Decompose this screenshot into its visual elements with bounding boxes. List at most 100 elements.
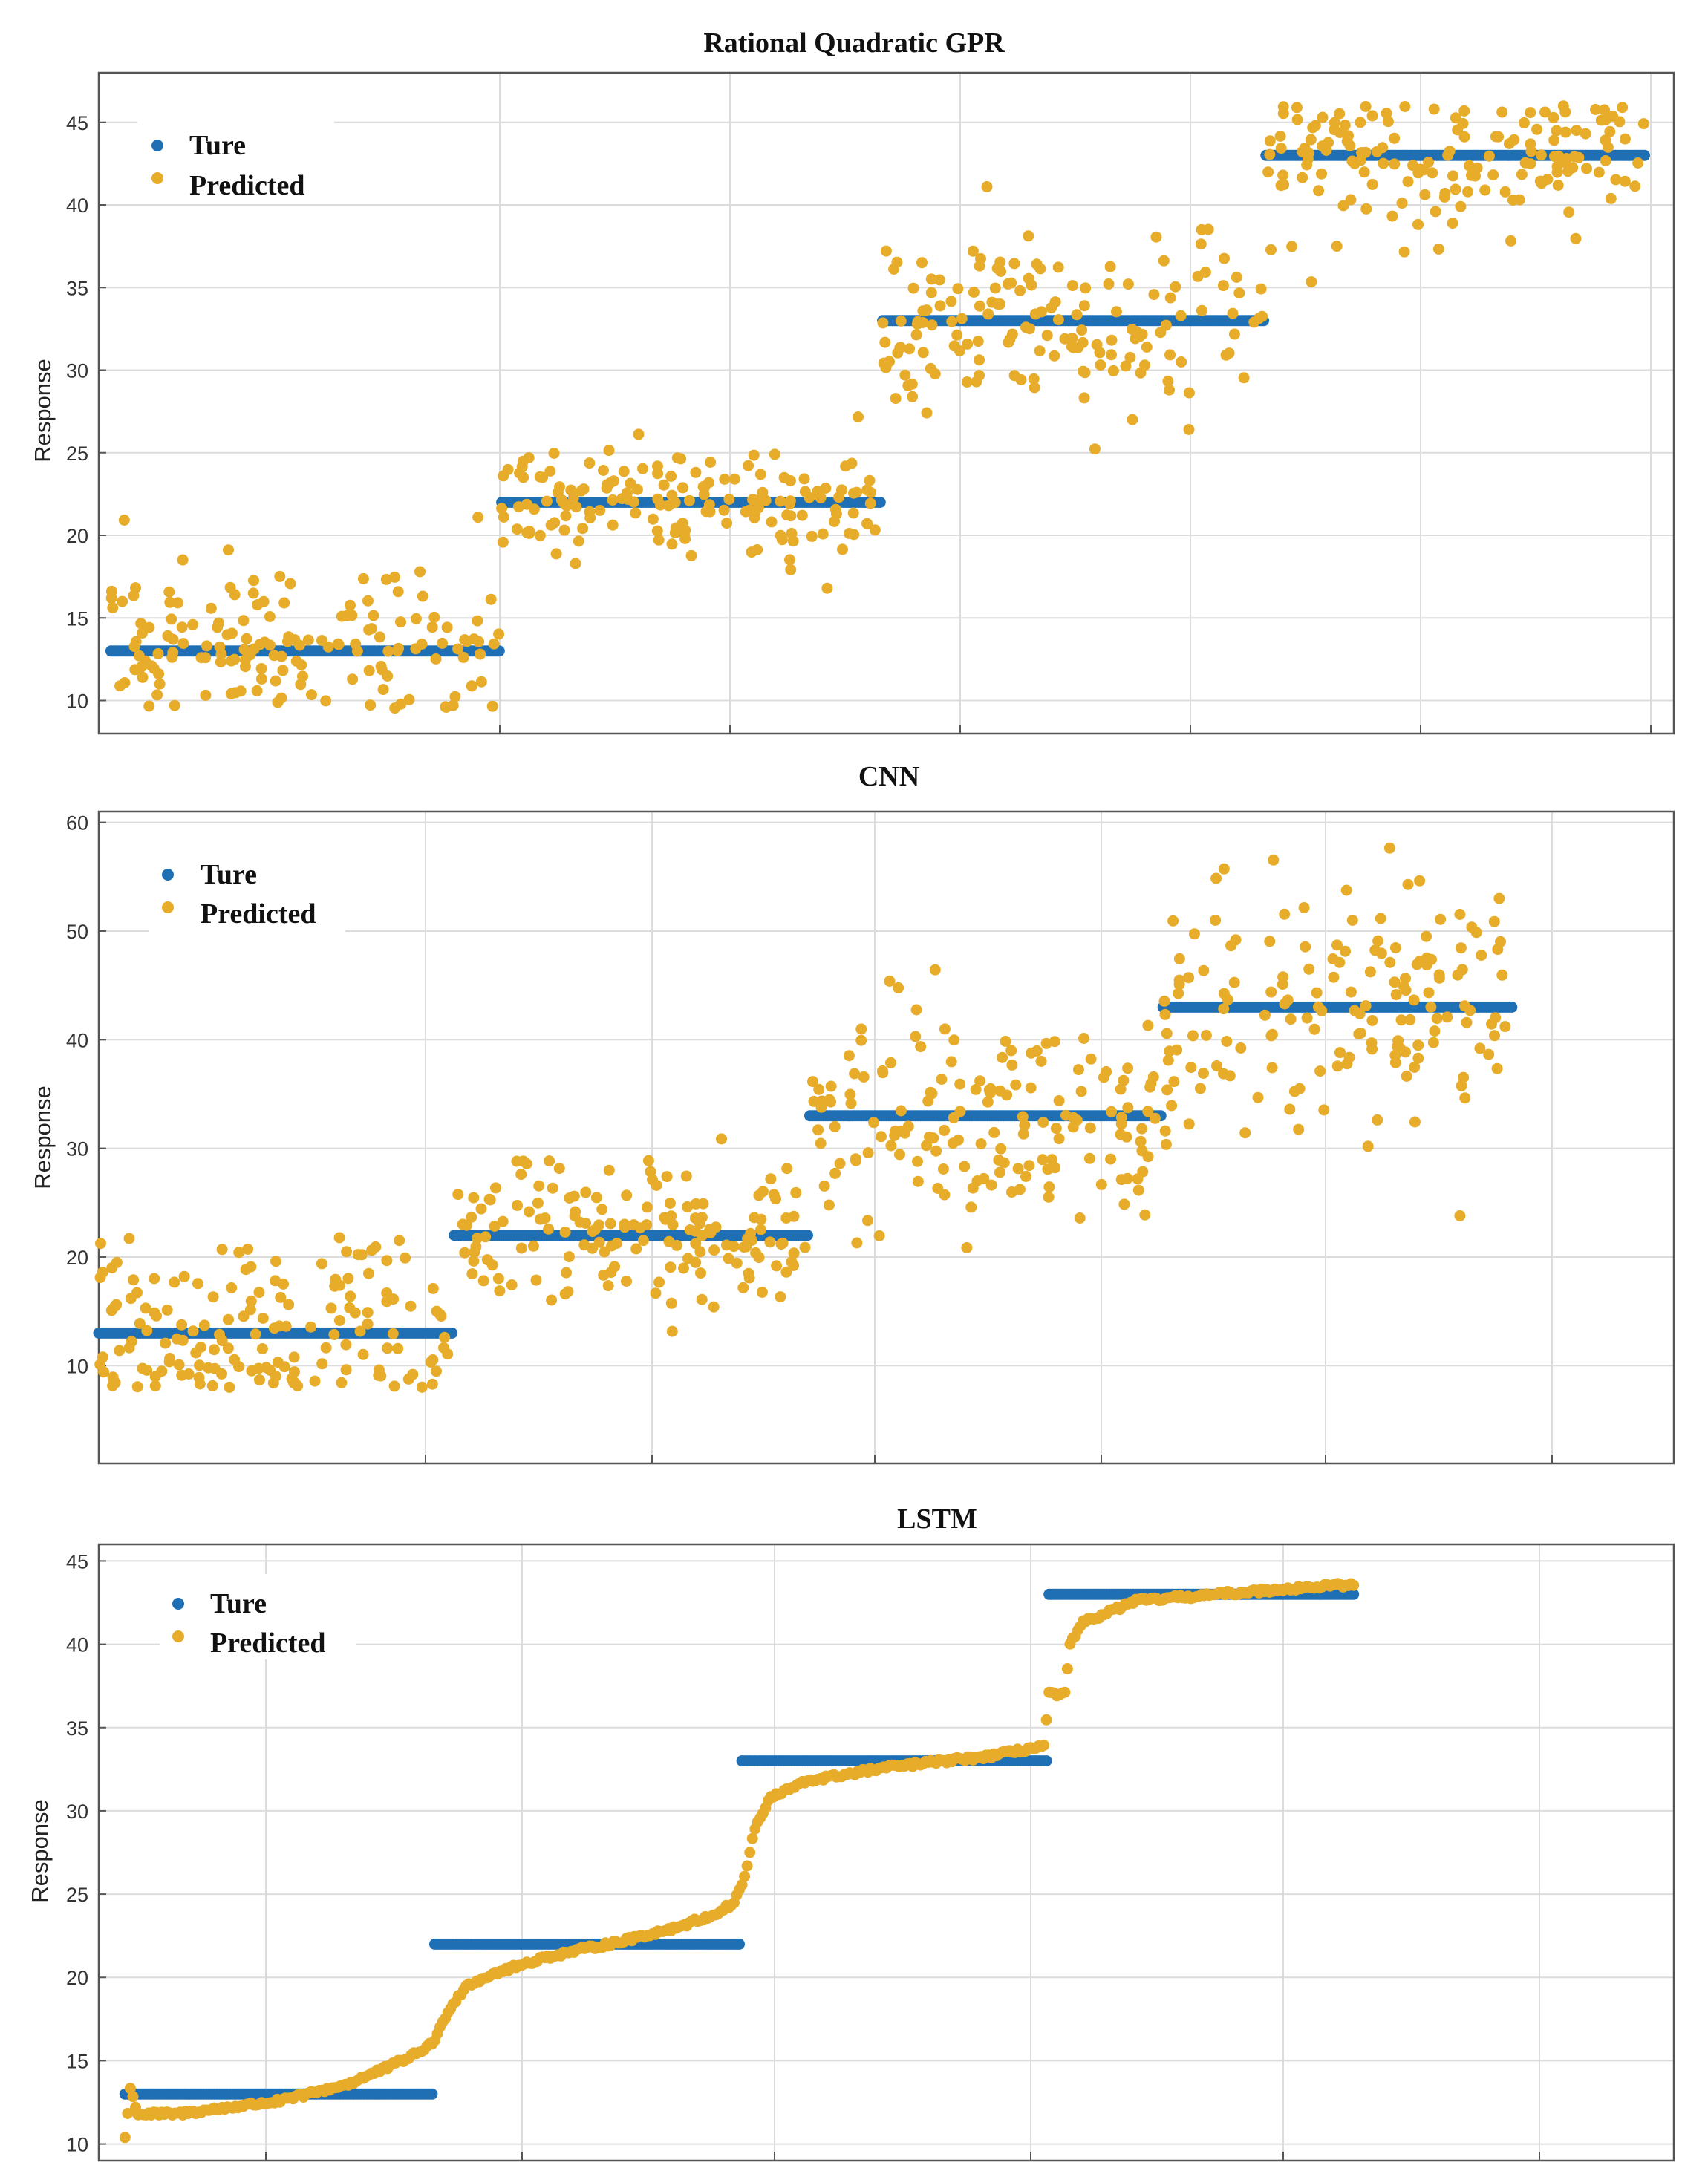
predicted-point <box>1619 133 1631 145</box>
predicted-point <box>961 1242 973 1253</box>
predicted-point <box>187 618 199 630</box>
predicted-point <box>658 479 670 491</box>
predicted-point <box>671 1239 682 1251</box>
predicted-point <box>1384 956 1396 968</box>
predicted-point <box>400 1252 411 1264</box>
predicted-point <box>1219 252 1230 264</box>
predicted-point <box>780 1212 792 1224</box>
predicted-point <box>1162 1054 1174 1066</box>
predicted-point <box>1632 157 1644 169</box>
panel-cnn-y-label: Response <box>30 1086 56 1189</box>
predicted-point <box>1300 941 1311 953</box>
predicted-point <box>1187 1030 1199 1042</box>
predicted-point <box>1024 323 1035 335</box>
predicted-point <box>929 368 941 379</box>
predicted-point <box>798 473 810 485</box>
predicted-point <box>862 1215 873 1227</box>
predicted-point <box>375 660 387 672</box>
predicted-point <box>891 256 903 268</box>
predicted-point <box>131 1287 143 1299</box>
predicted-point <box>547 1182 558 1194</box>
predicted-point <box>939 1023 951 1035</box>
predicted-point <box>1078 392 1090 404</box>
predicted-point <box>239 661 251 673</box>
predicted-point <box>1288 1086 1300 1097</box>
predicted-point <box>577 523 589 535</box>
predicted-point <box>968 287 980 298</box>
predicted-point <box>851 1237 863 1249</box>
predicted-point <box>437 637 449 649</box>
predicted-point <box>731 1257 743 1269</box>
predicted-point <box>680 1170 692 1182</box>
predicted-point <box>1409 1116 1421 1128</box>
predicted-point <box>284 578 296 590</box>
predicted-point <box>781 1163 793 1175</box>
predicted-point <box>1552 180 1564 191</box>
predicted-point <box>603 1164 615 1176</box>
predicted-point <box>877 317 889 329</box>
predicted-point <box>1604 125 1616 137</box>
predicted-point <box>1607 111 1619 122</box>
predicted-point <box>995 266 1007 277</box>
predicted-point <box>340 1339 352 1351</box>
predicted-point <box>484 1194 496 1206</box>
predicted-point <box>651 1179 662 1191</box>
predicted-point <box>1366 178 1378 190</box>
predicted-point <box>518 471 529 483</box>
predicted-point <box>1038 1740 1050 1752</box>
predicted-point <box>541 495 553 507</box>
predicted-point <box>1238 372 1250 384</box>
predicted-point <box>925 1086 936 1098</box>
predicted-point <box>1277 169 1289 181</box>
predicted-point <box>1366 110 1378 122</box>
predicted-point <box>723 1253 734 1264</box>
predicted-point <box>1400 985 1412 996</box>
predicted-point <box>277 665 289 676</box>
predicted-point <box>362 1307 374 1319</box>
predicted-point <box>275 1291 287 1303</box>
predicted-point <box>1029 382 1040 394</box>
predicted-point <box>1066 280 1078 292</box>
predicted-point <box>297 670 308 682</box>
predicted-point <box>915 1041 927 1053</box>
panel-lstm-legend-predicted-marker <box>172 1630 184 1642</box>
predicted-point <box>606 1240 618 1252</box>
predicted-point <box>1496 969 1508 981</box>
predicted-point <box>994 1166 1005 1178</box>
predicted-point <box>892 347 904 359</box>
predicted-point <box>876 1131 887 1143</box>
predicted-point <box>1277 101 1289 113</box>
predicted-point <box>192 1278 203 1290</box>
predicted-point <box>749 1212 760 1224</box>
predicted-point <box>974 354 985 366</box>
predicted-point <box>118 515 130 526</box>
panel-cnn-title: CNN <box>858 761 919 792</box>
predicted-point <box>242 1243 254 1255</box>
predicted-point <box>573 535 584 547</box>
predicted-point <box>1464 160 1476 172</box>
predicted-point <box>548 448 560 459</box>
predicted-point <box>1491 1062 1503 1074</box>
predicted-point <box>164 1353 176 1364</box>
y-tick-label: 40 <box>66 195 88 217</box>
predicted-point <box>137 627 148 639</box>
predicted-point <box>1277 979 1288 990</box>
predicted-point <box>1360 203 1372 215</box>
predicted-point <box>997 1051 1008 1063</box>
predicted-point <box>272 1357 284 1368</box>
predicted-point <box>268 1322 280 1334</box>
predicted-point <box>685 549 697 561</box>
predicted-point <box>1071 1114 1083 1126</box>
predicted-point <box>1559 126 1571 138</box>
predicted-point <box>895 1105 907 1117</box>
predicted-point <box>1284 1103 1296 1115</box>
predicted-point <box>1539 106 1551 118</box>
predicted-point <box>151 1310 162 1322</box>
predicted-point <box>1265 986 1277 998</box>
predicted-point <box>1312 1001 1324 1013</box>
predicted-point <box>1164 384 1175 396</box>
predicted-point <box>254 1374 265 1385</box>
predicted-point <box>843 1050 855 1062</box>
predicted-point <box>740 506 752 518</box>
panel-cnn-legend: Ture Predicted <box>149 846 345 932</box>
